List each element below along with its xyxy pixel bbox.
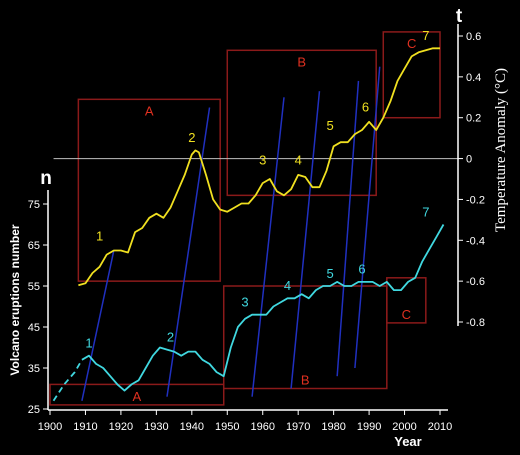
- right-tick-label--0.2: -0.2: [466, 194, 485, 206]
- eruptions-point-label-3: 3: [241, 295, 248, 310]
- temperature-point-label-4: 4: [295, 153, 302, 168]
- period-label-b: B: [301, 373, 310, 388]
- right-tick-label-0.2: 0.2: [466, 113, 481, 125]
- left-axis-title: Volcano eruptions number: [8, 224, 22, 375]
- left-tick-label-25: 25: [28, 404, 40, 416]
- right-axis-symbol: t: [456, 6, 463, 27]
- right-tick-label--0.6: -0.6: [466, 276, 485, 288]
- x-tick-label-1950: 1950: [215, 421, 239, 433]
- period-frame-b-4: [222, 285, 388, 390]
- x-tick-label-1940: 1940: [180, 421, 204, 433]
- temperature-point-label-7: 7: [422, 28, 429, 43]
- eruptions-point-label-4: 4: [284, 278, 291, 293]
- axis-titles: Year n Volcano eruptions number t Temperatur…: [8, 6, 509, 449]
- point-labels: 1 2 3 4 5 6 7 1 2 3 4 5 6 7: [85, 28, 429, 350]
- temperature-point-label-2: 2: [188, 130, 195, 145]
- right-tick-label-0.6: 0.6: [466, 31, 481, 43]
- eruptions-point-label-6: 6: [358, 262, 365, 277]
- right-tick-label-0: 0: [466, 154, 472, 166]
- x-tick-label-2000: 2000: [392, 421, 416, 433]
- diagonal-line-1: [81, 250, 115, 401]
- diagonal-line-5: [336, 80, 360, 377]
- eruptions-point-label-7: 7: [422, 204, 429, 219]
- eruptions-point-label-1: 1: [85, 336, 92, 351]
- series-lines: [52, 47, 445, 402]
- temperature-line: [78, 47, 440, 287]
- correlation-lines: [81, 66, 381, 401]
- right-axis-title: Temperature Anomaly (°C): [493, 68, 509, 232]
- left-tick-label-55: 55: [28, 281, 40, 293]
- diagonal-line-3: [251, 97, 285, 397]
- left-tick-label-45: 45: [28, 322, 40, 334]
- x-axis-title: Year: [394, 434, 421, 449]
- period-frames: A B C A B C: [49, 31, 441, 406]
- period-label-b: B: [297, 54, 306, 69]
- eruptions-line: [81, 224, 445, 392]
- right-tick-label--0.4: -0.4: [466, 235, 485, 247]
- period-label-c: C: [402, 307, 411, 322]
- temperature-point-label-1: 1: [96, 228, 103, 243]
- x-tick-label-1910: 1910: [73, 421, 97, 433]
- x-tick-label-1920: 1920: [109, 421, 133, 433]
- period-frame-b-1: [226, 49, 377, 197]
- left-tick-label-75: 75: [28, 199, 40, 211]
- period-frame-c-2: [382, 31, 441, 119]
- left-axis-symbol: n: [40, 168, 52, 189]
- period-frame-a-3: [49, 383, 225, 406]
- eruptions-point-label-2: 2: [167, 329, 174, 344]
- temperature-point-label-6: 6: [362, 100, 369, 115]
- axes: 1900 1910 1920 1930 1940 1950 1960 1970 1980 1990…: [28, 24, 485, 433]
- x-tick-label-1930: 1930: [144, 421, 168, 433]
- x-tick-label-1970: 1970: [286, 421, 310, 433]
- diagonal-line-2: [166, 107, 211, 397]
- x-tick-label-1980: 1980: [321, 421, 345, 433]
- period-label-c: C: [407, 36, 416, 51]
- period-label-a: A: [145, 103, 154, 118]
- x-tick-label-1990: 1990: [357, 421, 381, 433]
- period-frame-c-5: [386, 277, 427, 324]
- eruptions-point-label-5: 5: [326, 266, 333, 281]
- period-label-a: A: [133, 389, 142, 404]
- diagonal-line-4: [290, 91, 321, 389]
- right-tick-label--0.8: -0.8: [466, 317, 485, 329]
- left-tick-label-65: 65: [28, 240, 40, 252]
- x-tick-label-1960: 1960: [250, 421, 274, 433]
- x-tick-label-2010: 2010: [428, 421, 452, 433]
- temperature-point-label-5: 5: [326, 118, 333, 133]
- temperature-point-label-3: 3: [259, 153, 266, 168]
- diagonal-line-6: [354, 66, 381, 369]
- left-tick-label-35: 35: [28, 363, 40, 375]
- x-tick-label-1900: 1900: [38, 421, 62, 433]
- period-frame-a-0: [77, 98, 221, 282]
- right-tick-label-0.4: 0.4: [466, 72, 481, 84]
- eruptions-line-dashed: [52, 359, 83, 402]
